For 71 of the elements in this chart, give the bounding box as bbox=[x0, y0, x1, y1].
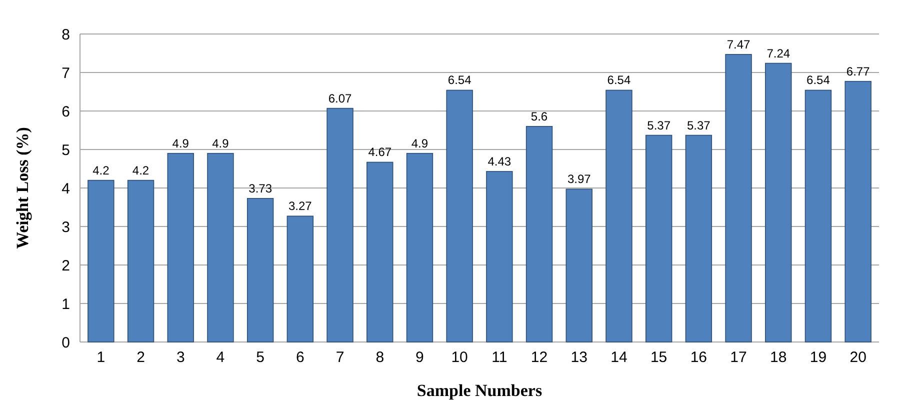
data-label: 4.67 bbox=[368, 145, 392, 160]
bar bbox=[725, 54, 752, 342]
x-tick-label: 9 bbox=[416, 349, 424, 366]
x-tick-label: 10 bbox=[451, 349, 468, 366]
x-tick-label: 2 bbox=[136, 349, 145, 366]
y-tick-label: 8 bbox=[62, 26, 70, 44]
x-tick-label: 8 bbox=[376, 349, 384, 366]
y-tick-label: 6 bbox=[62, 103, 70, 120]
bar bbox=[246, 198, 274, 342]
bar bbox=[804, 90, 832, 342]
x-tick-label: 1 bbox=[96, 349, 106, 366]
y-axis-title: Weight Loss (%) bbox=[13, 127, 32, 249]
data-label: 6.54 bbox=[448, 73, 472, 88]
data-label: 7.24 bbox=[766, 46, 790, 60]
y-tick-label: 4 bbox=[62, 180, 70, 198]
bar bbox=[645, 134, 672, 342]
data-label: 5.6 bbox=[530, 109, 548, 124]
data-label: 6.54 bbox=[607, 73, 631, 88]
bar bbox=[127, 180, 154, 342]
bar bbox=[406, 152, 434, 342]
data-label: 3.73 bbox=[248, 181, 272, 196]
x-axis-title: Sample Numbers bbox=[416, 381, 542, 400]
bar bbox=[286, 216, 314, 342]
bar bbox=[88, 180, 114, 342]
x-tick-label: 20 bbox=[850, 349, 866, 366]
x-tick-label: 4 bbox=[216, 349, 225, 366]
y-tick-label: 0 bbox=[62, 334, 70, 352]
data-label: 6.07 bbox=[328, 91, 352, 106]
x-tick-label: 3 bbox=[176, 349, 185, 366]
bar bbox=[685, 134, 712, 342]
data-label: 4.2 bbox=[92, 163, 110, 178]
x-tick-label: 17 bbox=[730, 349, 747, 366]
data-label: 3.97 bbox=[567, 172, 592, 186]
bar bbox=[606, 90, 632, 342]
x-tick-label: 19 bbox=[810, 349, 827, 366]
x-tick-label: 6 bbox=[296, 349, 304, 366]
bar bbox=[765, 62, 792, 342]
y-tick-label: 1 bbox=[62, 296, 70, 313]
data-label: 4.43 bbox=[488, 154, 512, 168]
x-tick-label: 18 bbox=[770, 349, 787, 366]
data-label: 7.47 bbox=[726, 37, 751, 52]
x-tick-label: 5 bbox=[256, 349, 264, 366]
bar bbox=[526, 126, 553, 342]
bar bbox=[366, 162, 394, 342]
data-label: 4.9 bbox=[172, 136, 190, 150]
data-label: 4.9 bbox=[212, 136, 230, 150]
x-tick-label: 15 bbox=[650, 349, 668, 366]
bar bbox=[326, 108, 354, 342]
data-label: 5.37 bbox=[686, 118, 711, 132]
y-tick-label: 2 bbox=[62, 257, 70, 274]
bar bbox=[167, 152, 194, 342]
x-tick-label: 12 bbox=[530, 349, 548, 366]
x-tick-label: 13 bbox=[570, 349, 588, 366]
bar bbox=[566, 188, 592, 342]
data-label: 6.54 bbox=[806, 73, 830, 88]
y-tick-label: 5 bbox=[62, 142, 70, 159]
x-tick-label: 14 bbox=[610, 349, 628, 366]
bar bbox=[207, 152, 234, 342]
y-tick-label: 3 bbox=[62, 218, 70, 236]
data-label: 3.27 bbox=[288, 199, 312, 214]
data-label: 6.77 bbox=[846, 64, 870, 78]
bar bbox=[486, 171, 513, 342]
data-label: 4.9 bbox=[411, 136, 428, 150]
x-tick-label: 7 bbox=[336, 349, 344, 366]
bar bbox=[844, 80, 872, 342]
x-tick-label: 16 bbox=[690, 349, 708, 366]
y-tick-label: 7 bbox=[62, 64, 70, 82]
data-label: 5.37 bbox=[647, 118, 671, 132]
bar bbox=[446, 90, 473, 342]
data-label: 4.2 bbox=[132, 163, 150, 178]
x-tick-label: 11 bbox=[492, 349, 508, 366]
